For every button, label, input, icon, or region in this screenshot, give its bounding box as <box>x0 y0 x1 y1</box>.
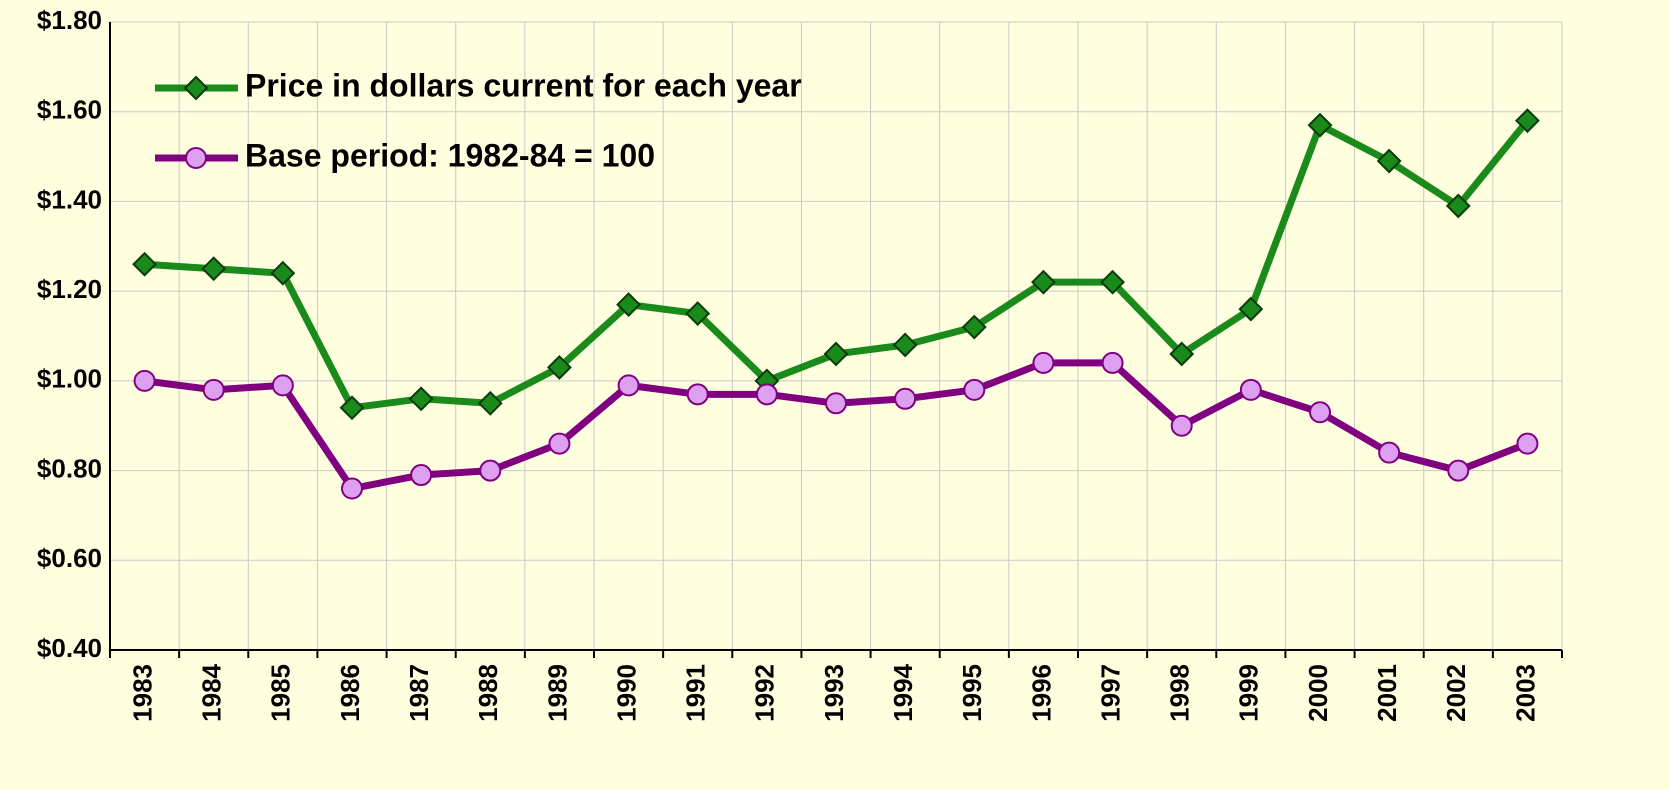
y-tick-label: $1.00 <box>37 364 102 394</box>
point <box>1515 108 1540 134</box>
point <box>1032 351 1055 374</box>
y-tick-label: $0.60 <box>37 543 102 573</box>
point <box>1170 414 1193 437</box>
x-tick-label: 1993 <box>819 664 849 722</box>
point <box>755 383 778 406</box>
point <box>961 314 987 340</box>
x-tick-label: 2003 <box>1510 664 1540 722</box>
x-tick-label: 2002 <box>1441 664 1471 722</box>
x-tick-label: 1996 <box>1026 664 1056 722</box>
legend-marker <box>185 147 207 169</box>
point <box>479 459 502 482</box>
legend-label: Base period: 1982-84 = 100 <box>245 137 655 173</box>
x-tick-label: 1999 <box>1234 664 1264 722</box>
point <box>685 301 711 326</box>
x-tick-label: 1997 <box>1095 664 1125 722</box>
point <box>477 390 503 416</box>
point <box>1378 441 1401 464</box>
point <box>410 464 433 487</box>
point <box>1100 269 1125 295</box>
point <box>548 432 571 455</box>
point <box>133 369 156 392</box>
point <box>1516 432 1539 455</box>
x-tick-label: 1989 <box>542 664 572 722</box>
x-tick-label: 1985 <box>266 664 296 722</box>
point <box>1445 193 1471 219</box>
point <box>1238 296 1264 322</box>
point <box>963 378 986 401</box>
y-tick-label: $1.40 <box>37 184 102 214</box>
point <box>894 387 917 410</box>
legend-marker <box>183 75 209 101</box>
y-tick-label: $0.80 <box>37 453 102 483</box>
point <box>1101 351 1124 374</box>
point <box>892 332 918 358</box>
legend-label: Price in dollars current for each year <box>245 67 802 103</box>
x-tick-label: 2001 <box>1372 664 1402 722</box>
point <box>1376 148 1402 174</box>
point <box>686 383 709 406</box>
point <box>339 395 365 421</box>
point <box>271 374 294 397</box>
point <box>825 392 847 415</box>
x-tick-label: 1986 <box>335 664 365 722</box>
point <box>132 251 157 277</box>
point <box>617 374 640 397</box>
point <box>341 477 363 500</box>
y-tick-label: $1.80 <box>37 5 102 35</box>
x-tick-label: 1988 <box>473 664 503 722</box>
point <box>1447 459 1470 482</box>
point <box>270 260 296 286</box>
x-tick-label: 2000 <box>1303 664 1333 722</box>
point <box>408 386 434 412</box>
x-tick-label: 1984 <box>197 663 227 721</box>
point <box>823 341 849 367</box>
x-tick-label: 1994 <box>888 663 918 721</box>
x-tick-label: 1987 <box>404 664 434 722</box>
point <box>1307 112 1333 138</box>
x-tick-label: 1992 <box>750 664 780 722</box>
point <box>1309 401 1331 424</box>
point <box>547 354 572 380</box>
x-tick-label: 1990 <box>611 664 641 722</box>
y-tick-label: $0.40 <box>37 633 102 663</box>
point <box>202 378 225 401</box>
x-tick-label: 1983 <box>127 664 157 722</box>
x-tick-label: 1998 <box>1165 664 1195 722</box>
point <box>1169 341 1195 367</box>
point <box>1031 269 1056 295</box>
point <box>201 256 227 282</box>
point <box>616 292 641 318</box>
x-tick-label: 1995 <box>957 664 987 722</box>
y-tick-label: $1.60 <box>37 95 102 125</box>
y-tick-label: $1.20 <box>37 274 102 304</box>
x-tick-label: 1991 <box>681 664 711 722</box>
point <box>1239 378 1262 401</box>
